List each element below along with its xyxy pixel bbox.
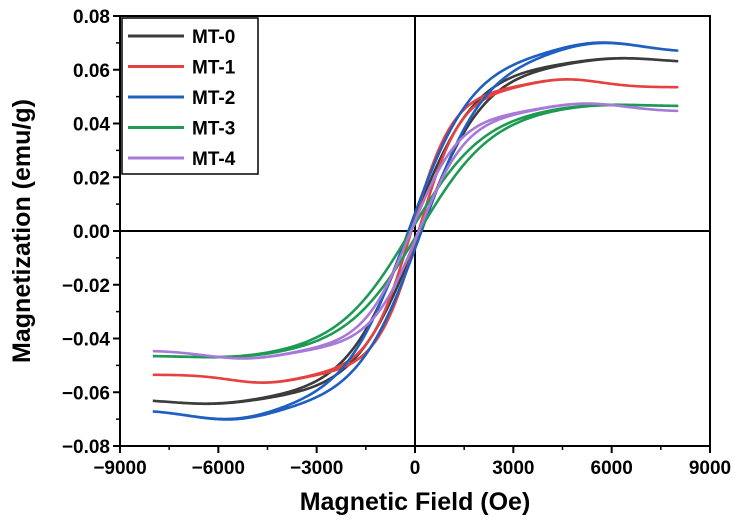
x-tick-label: 0: [410, 458, 421, 479]
y-tick-label: 0.02: [73, 168, 110, 189]
series-curves: [152, 41, 679, 421]
y-tick-label: −0.08: [62, 437, 110, 458]
x-tick-label: −6000: [192, 458, 245, 479]
series-mt-2-curve: [152, 41, 679, 421]
x-axis-title: Magnetic Field (Oe): [300, 488, 531, 516]
legend: MT-0 MT-1 MT-2 MT-3 MT-4: [121, 17, 259, 175]
axis-ticks: −9000 −6000 −3000 0 3000 6000 9000 −0.08 −0.06 −0…: [62, 7, 731, 479]
x-tick-label: −9000: [93, 458, 146, 479]
legend-label: MT-0: [192, 27, 235, 48]
series-mt-4-curve: [152, 102, 679, 360]
y-tick-label: 0.08: [73, 7, 110, 28]
y-tick-label: 0.06: [73, 61, 110, 82]
legend-label: MT-3: [192, 119, 235, 140]
series-mt-3-curve: [152, 103, 679, 359]
y-tick-label: 0.04: [73, 115, 110, 136]
y-tick-label: −0.02: [62, 276, 110, 297]
series-mt-0-curve: [152, 56, 679, 406]
y-tick-label: −0.06: [62, 383, 110, 404]
legend-label: MT-1: [192, 58, 236, 79]
x-tick-label: 9000: [689, 458, 731, 479]
y-tick-label: 0.00: [73, 222, 110, 243]
x-tick-label: −3000: [290, 458, 343, 479]
y-axis-title: Magnetization (emu/g): [8, 99, 36, 363]
x-tick-label: 6000: [591, 458, 633, 479]
x-tick-label: 3000: [492, 458, 534, 479]
legend-label: MT-2: [192, 88, 235, 109]
y-tick-label: −0.04: [62, 330, 111, 351]
legend-label: MT-4: [192, 149, 236, 170]
series-mt-1-curve: [152, 78, 679, 384]
